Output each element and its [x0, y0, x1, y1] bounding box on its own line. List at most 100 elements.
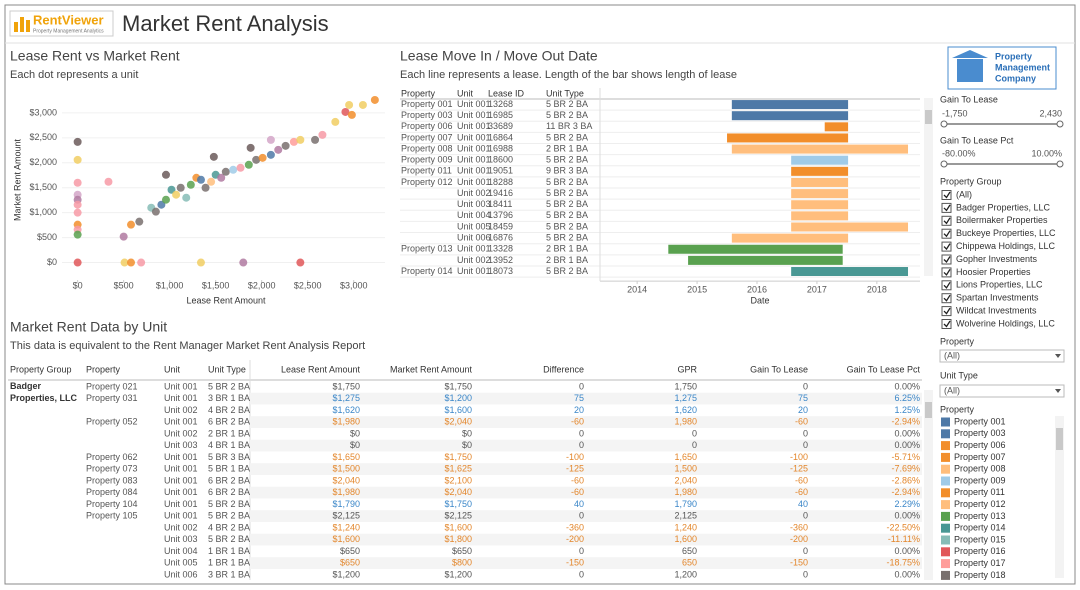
checkbox[interactable]	[941, 306, 952, 317]
dot	[137, 258, 146, 267]
checkbox[interactable]	[941, 267, 952, 278]
slider-handle[interactable]	[1056, 160, 1064, 168]
table-cell: $0	[462, 440, 472, 450]
slider-max: 2,430	[1039, 108, 1062, 118]
lease-bar	[791, 211, 849, 221]
checkbox-label: Buckeye Properties, LLC	[956, 228, 1056, 238]
legend-swatch	[941, 547, 950, 557]
row-label: Property 011	[401, 166, 452, 176]
checkbox[interactable]	[941, 254, 952, 265]
scrollbar[interactable]	[1055, 416, 1064, 578]
dot	[289, 137, 298, 146]
table-cell: 0	[692, 428, 697, 438]
lease-bar	[791, 177, 849, 187]
column-header: Gain To Lease Pct	[847, 364, 921, 374]
row-label: Property 003	[401, 110, 453, 120]
table-cell: 0.00%	[894, 546, 920, 556]
checkbox[interactable]	[941, 280, 952, 291]
row-label: 5 BR 2 BA	[546, 221, 588, 231]
table-cell: Property 083	[86, 475, 138, 485]
slider-handle[interactable]	[940, 160, 948, 168]
row-label: 5 BR 2 BA	[546, 177, 588, 187]
dot	[347, 110, 356, 119]
table-cell: 0	[579, 381, 584, 391]
lease-bar	[731, 144, 909, 154]
dropdown[interactable]	[939, 384, 1065, 398]
table-cell: $1,500	[332, 464, 360, 474]
dot	[236, 163, 245, 172]
legend-label[interactable]: Property 011	[954, 487, 1005, 497]
column-header: Market Rent Amount	[390, 364, 473, 374]
row-label: 9 BR 3 BA	[546, 166, 588, 176]
table-cell: 0	[803, 381, 808, 391]
scroll-thumb[interactable]	[925, 402, 932, 418]
x-tick-label: $2,000	[248, 280, 276, 290]
table-cell: -200	[790, 534, 808, 544]
row-label: 5 BR 2 BA	[546, 110, 588, 120]
legend-label[interactable]: Property 014	[954, 523, 1006, 533]
checkbox[interactable]	[941, 319, 952, 329]
table-cell: 0.00%	[894, 381, 920, 391]
row-label: 2 BR 1 BA	[546, 255, 588, 265]
row-label: Unit 006	[457, 233, 491, 243]
scatter-subtitle: Each dot represents a unit	[10, 69, 138, 81]
checkbox[interactable]	[941, 215, 952, 226]
dot	[274, 145, 283, 154]
lease-bar	[731, 111, 849, 121]
scrollbar[interactable]	[924, 390, 933, 580]
table-cell: 4 BR 2 BA	[208, 405, 250, 415]
legend-label[interactable]: Property 016	[954, 546, 1006, 556]
legend-label[interactable]: Property 017	[954, 558, 1006, 568]
lease-bar	[791, 155, 849, 165]
row-label: 18459	[488, 221, 513, 231]
filter-label: Property	[940, 336, 975, 346]
scrollbar[interactable]	[924, 98, 933, 276]
logo-icon	[26, 20, 30, 32]
legend-label[interactable]: Property 015	[954, 534, 1006, 544]
group-label-part: Badger	[10, 381, 42, 391]
slider-handle[interactable]	[940, 120, 948, 128]
checkmark	[943, 294, 951, 302]
table-cell: Property 105	[86, 511, 138, 521]
legend-label[interactable]: Property 018	[954, 570, 1006, 580]
slider-handle[interactable]	[1056, 120, 1064, 128]
checkbox[interactable]	[941, 241, 952, 252]
checkbox[interactable]	[941, 293, 952, 304]
scroll-thumb[interactable]	[1056, 428, 1063, 450]
legend-label[interactable]: Property 001	[954, 416, 1006, 426]
legend-label[interactable]: Property 012	[954, 499, 1006, 509]
table-cell: $1,750	[444, 381, 472, 391]
checkmark	[943, 269, 951, 276]
checkbox-label: Gopher Investments	[956, 254, 1038, 264]
checkbox[interactable]	[941, 202, 952, 213]
table-cell: 6 BR 2 BA	[208, 417, 250, 427]
checkbox[interactable]	[941, 190, 952, 200]
checkmark	[943, 320, 951, 328]
table-cell: -18.75%	[886, 558, 920, 568]
legend-label[interactable]: Property 008	[954, 464, 1006, 474]
table-cell: 5 BR 1 BA	[208, 464, 250, 474]
table-cell: 20	[798, 405, 808, 415]
legend-label[interactable]: Property 007	[954, 452, 1006, 462]
table-cell: $2,125	[332, 511, 360, 521]
dropdown[interactable]	[939, 349, 1065, 363]
table-cell: 40	[574, 499, 584, 509]
legend-label[interactable]: Property 003	[954, 428, 1006, 438]
table-cell: $1,980	[332, 487, 360, 497]
table-cell: -150	[566, 558, 584, 568]
legend-label[interactable]: Property 009	[954, 475, 1006, 485]
dot	[266, 135, 275, 144]
table-cell: -360	[790, 522, 808, 532]
table-cell: $1,200	[332, 569, 360, 579]
checkmark	[943, 307, 951, 315]
table-cell: 1,790	[674, 499, 697, 509]
table-cell: Unit 001	[164, 417, 198, 427]
legend-label[interactable]: Property 006	[954, 440, 1006, 450]
checkbox[interactable]	[941, 228, 952, 239]
legend-label[interactable]: Property 013	[954, 511, 1006, 521]
table-cell: -2.94%	[891, 417, 920, 427]
table-cell: $0	[350, 440, 360, 450]
table-cell: -150	[790, 558, 808, 568]
scroll-thumb[interactable]	[925, 110, 932, 124]
company-name: Property	[995, 51, 1032, 61]
